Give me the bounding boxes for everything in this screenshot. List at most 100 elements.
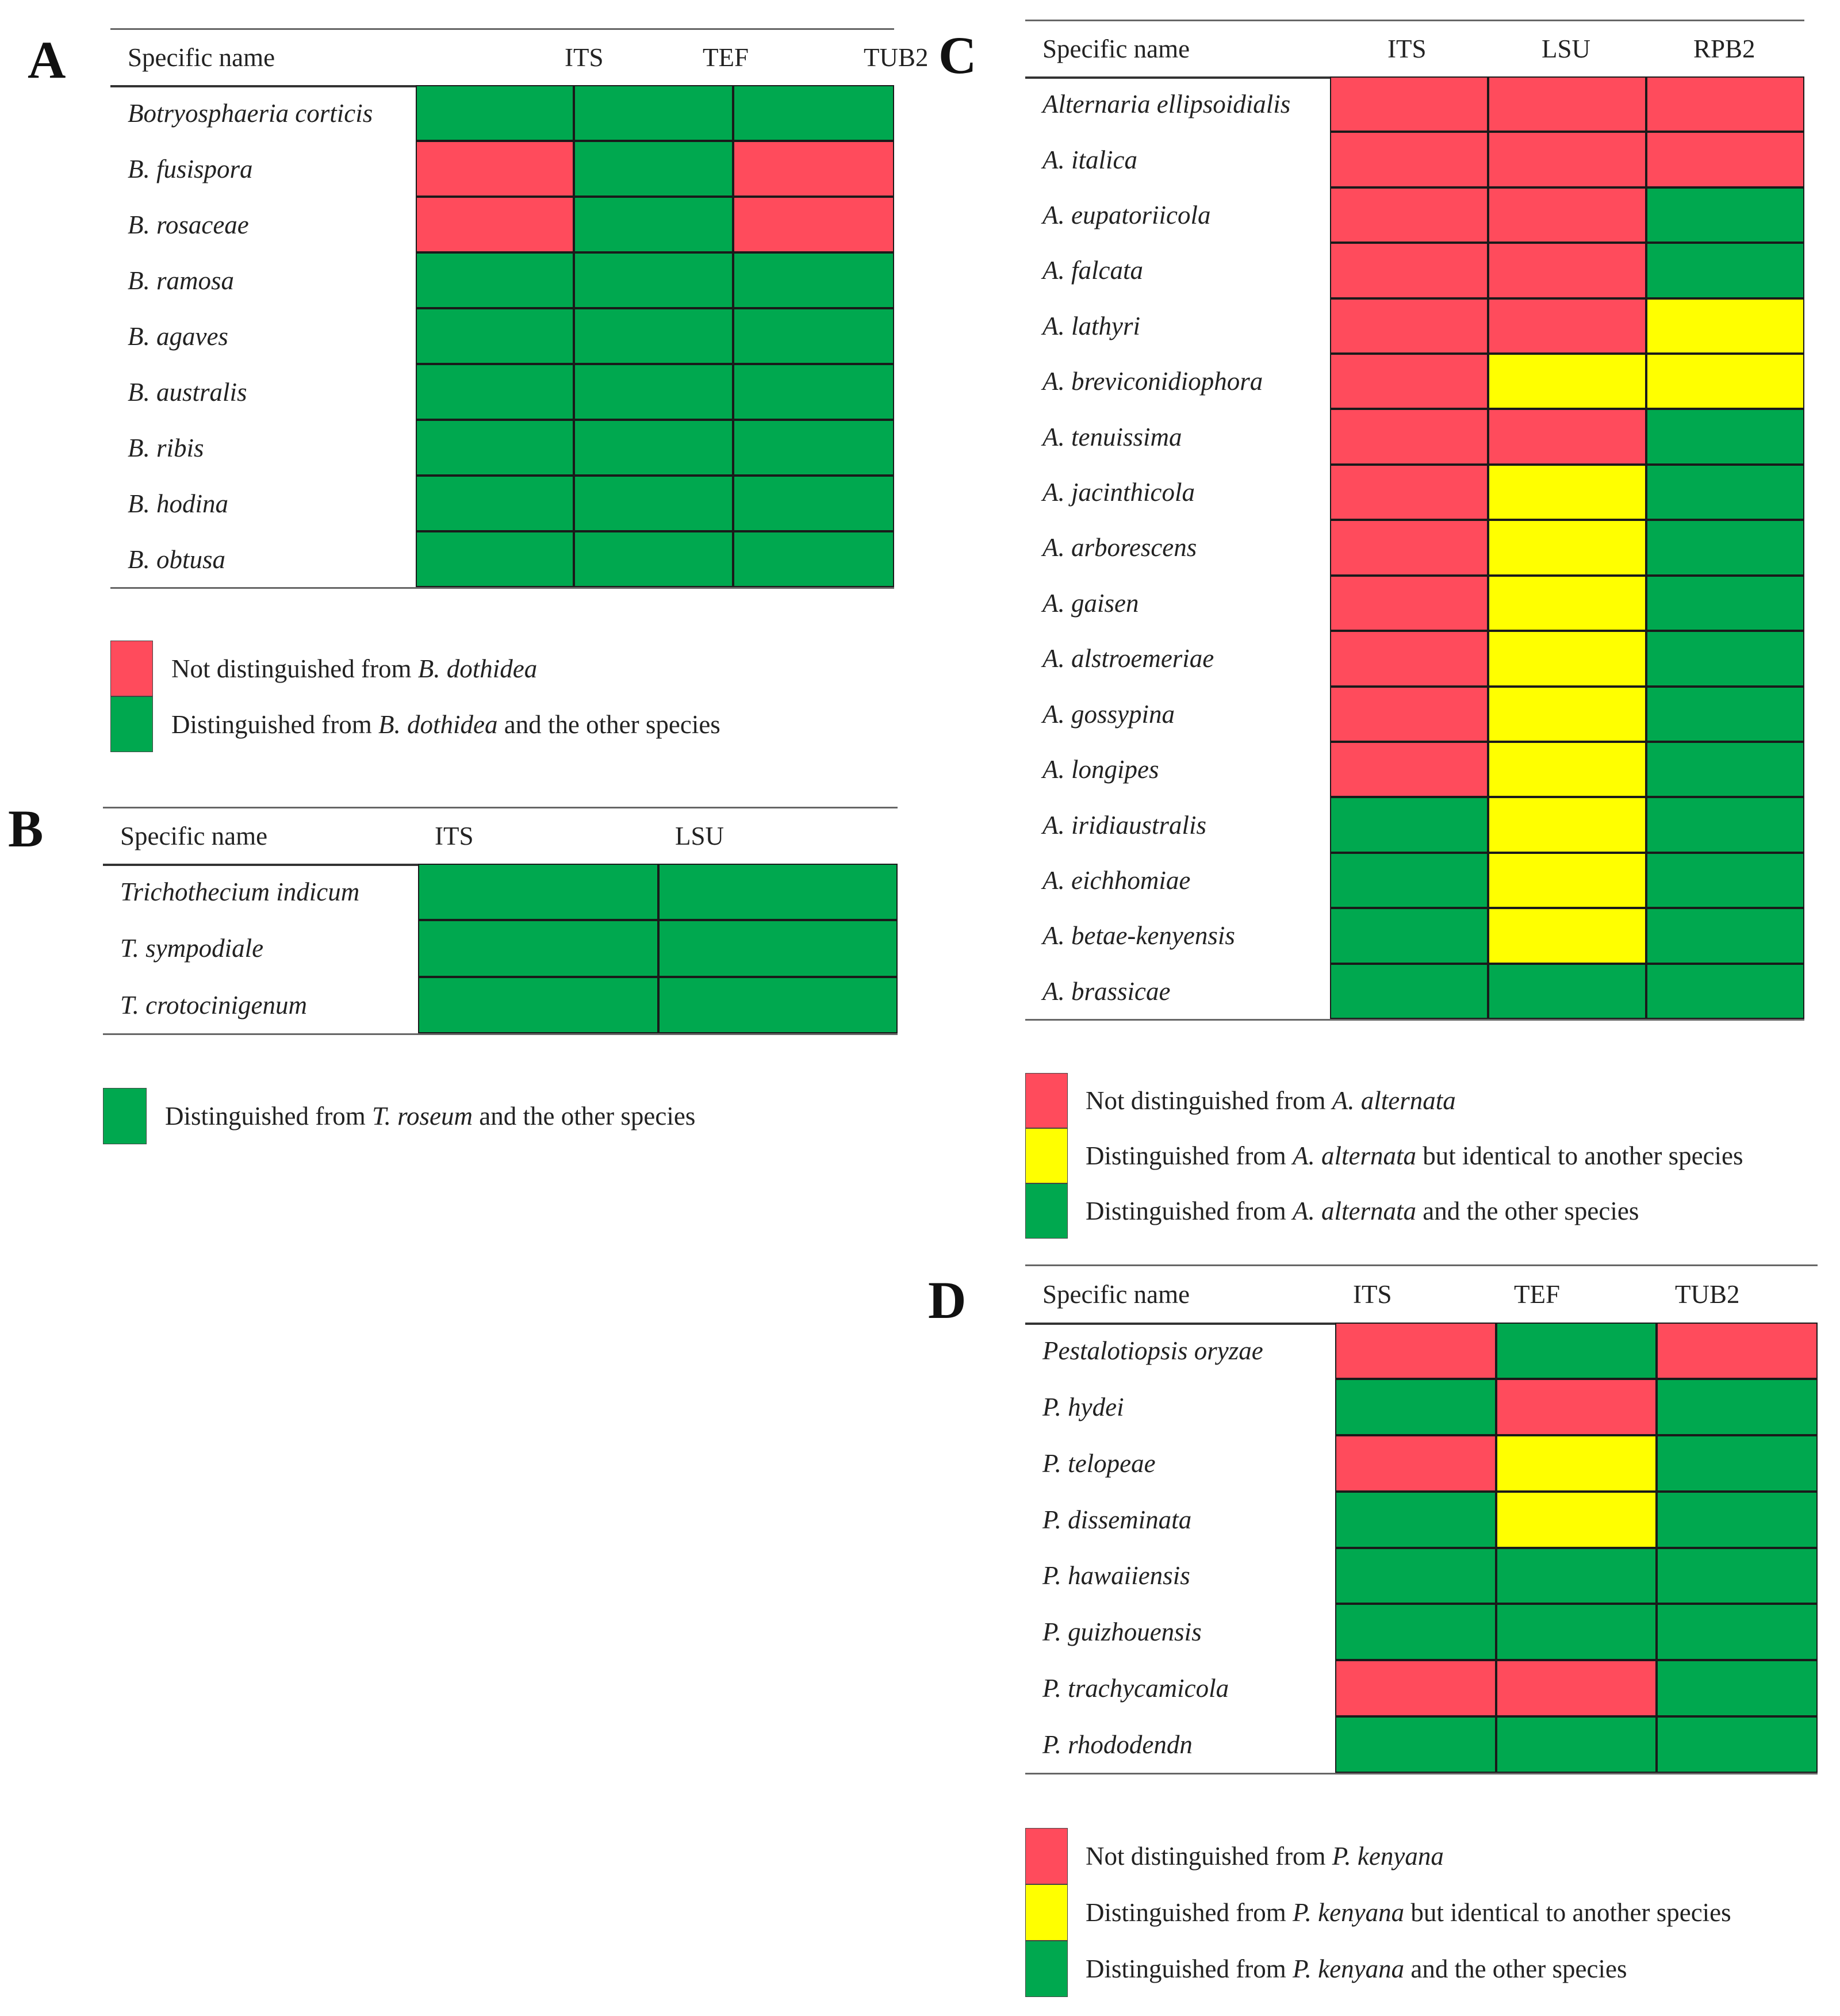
legend-swatch-green: [103, 1088, 147, 1144]
legend-label: Not distinguished from B. dothidea: [171, 654, 537, 684]
status-cell-red: [733, 197, 894, 252]
species-name: B. rosaceae: [128, 210, 249, 239]
status-cell-green: [658, 864, 898, 921]
table-panel-d: Specific name ITS TEF TUB2 Pestalotiopsis or…: [1025, 1264, 1818, 1774]
status-cell-green: [1496, 1547, 1657, 1604]
status-cell-red: [1330, 76, 1488, 132]
status-cell-green: [1646, 686, 1804, 742]
legend-text-part: and the other species: [1416, 1197, 1639, 1225]
legend-label: Distinguished from P. kenyana but identi…: [1086, 1898, 1731, 1927]
table-row: A. alstroemeriae: [1025, 631, 1804, 687]
table-row: P. disseminata: [1025, 1491, 1818, 1548]
species-name: B. hodina: [128, 489, 228, 518]
status-cell-yellow: [1488, 464, 1646, 520]
status-cell-green: [1646, 464, 1804, 520]
column-header-its: ITS: [1353, 1280, 1392, 1309]
status-cell-red: [1330, 741, 1488, 798]
table-row: A. eupatoriicola: [1025, 187, 1804, 243]
column-header-tub2: TUB2: [864, 43, 929, 72]
status-cell-green: [1335, 1604, 1496, 1661]
status-cell-green: [1657, 1716, 1818, 1773]
species-name: A. arborescens: [1042, 533, 1197, 562]
status-cell-green: [1330, 963, 1488, 1019]
status-cell-red: [1330, 686, 1488, 742]
column-header-lsu: LSU: [1542, 35, 1591, 63]
status-cell-green: [574, 531, 733, 587]
species-name: B. ribis: [128, 433, 204, 462]
legend-text-part: and the other species: [497, 710, 720, 739]
status-cell-green: [416, 476, 574, 531]
table-row: B. hodina: [110, 476, 894, 531]
status-cell-yellow: [1488, 852, 1646, 909]
legend-text-part: P. kenyana: [1332, 1842, 1444, 1871]
status-cell-red: [1488, 76, 1646, 132]
status-cell-red: [1496, 1378, 1657, 1435]
panel-label: D: [928, 1271, 967, 1329]
status-cell-green: [416, 252, 574, 308]
status-cell-green: [1657, 1378, 1818, 1435]
status-cell-yellow: [1496, 1491, 1657, 1548]
status-cell-green: [574, 197, 733, 252]
status-cell-green: [416, 531, 574, 587]
table-row: P. hydei: [1025, 1378, 1818, 1435]
column-header-tub2: TUB2: [1675, 1280, 1740, 1309]
species-name: A. gossypina: [1042, 699, 1175, 729]
table-row: B. rosaceae: [110, 197, 894, 252]
legend-label: Distinguished from A. alternata but iden…: [1086, 1141, 1743, 1171]
status-cell-green: [1496, 1323, 1657, 1379]
status-cell-yellow: [1646, 298, 1804, 354]
species-name: Pestalotiopsis oryzae: [1042, 1336, 1263, 1365]
status-cell-red: [1335, 1435, 1496, 1492]
table-panel-b: Specific name ITS LSU Trichothecium indicum…: [103, 807, 898, 1035]
status-cell-green: [574, 308, 733, 364]
status-cell-red: [1488, 132, 1646, 187]
legend-text-part: B. dothidea: [417, 654, 538, 683]
column-header-tef: TEF: [1514, 1280, 1561, 1309]
species-name: Trichothecium indicum: [120, 877, 360, 907]
status-cell-red: [1330, 575, 1488, 631]
table-row: A. jacinthicola: [1025, 464, 1804, 520]
species-name: A. jacinthicola: [1042, 478, 1195, 507]
legend-swatch-green: [1025, 1183, 1068, 1239]
status-cell-green: [418, 864, 658, 921]
status-cell-green: [416, 85, 574, 141]
status-cell-red: [1646, 76, 1804, 132]
table-header: Specific name ITS LSU RPB2: [1025, 21, 1804, 79]
legend-swatch-green: [1025, 1941, 1068, 1997]
table-row: Botryosphaeria corticis: [110, 85, 894, 141]
column-header-name: Specific name: [1042, 35, 1190, 63]
species-name: P. hawaiiensis: [1042, 1561, 1190, 1590]
status-cell-green: [574, 364, 733, 420]
table-row: A. falcata: [1025, 243, 1804, 298]
status-cell-green: [733, 364, 894, 420]
status-cell-green: [733, 531, 894, 587]
species-name: A. brassicae: [1042, 976, 1171, 1006]
table-row: T. crotocinigenum: [103, 976, 898, 1033]
column-header-lsu: LSU: [675, 822, 724, 850]
column-header-its: ITS: [1387, 35, 1427, 63]
species-name: B. ramosa: [128, 266, 235, 295]
legend-label: Distinguished from P. kenyana and the ot…: [1086, 1954, 1627, 1984]
table-row: P. guizhouensis: [1025, 1604, 1818, 1661]
status-cell-green: [1657, 1604, 1818, 1661]
status-cell-red: [1330, 631, 1488, 687]
status-cell-green: [1488, 963, 1646, 1019]
status-cell-green: [1646, 963, 1804, 1019]
species-name: Alternaria ellipsoidialis: [1042, 90, 1291, 119]
column-header-rpb2: RPB2: [1693, 35, 1755, 63]
legend-text-part: Distinguished from: [171, 710, 378, 739]
status-cell-green: [1496, 1716, 1657, 1773]
status-cell-red: [1488, 187, 1646, 243]
legend-text-part: but identical to another species: [1416, 1141, 1743, 1170]
species-name: A. gaisen: [1042, 588, 1139, 618]
table-row: T. sympodiale: [103, 920, 898, 977]
status-cell-red: [1496, 1660, 1657, 1717]
table-panel-a: Specific name ITS TEF TUB2 Botryosphaeria co…: [110, 28, 929, 589]
status-cell-yellow: [1496, 1435, 1657, 1492]
status-cell-green: [1646, 852, 1804, 909]
legend-label: Not distinguished from P. kenyana: [1086, 1841, 1444, 1871]
status-cell-red: [1330, 520, 1488, 576]
status-cell-green: [733, 85, 894, 141]
species-name: A. breviconidiophora: [1042, 367, 1263, 396]
legend-swatch-green: [110, 696, 153, 752]
